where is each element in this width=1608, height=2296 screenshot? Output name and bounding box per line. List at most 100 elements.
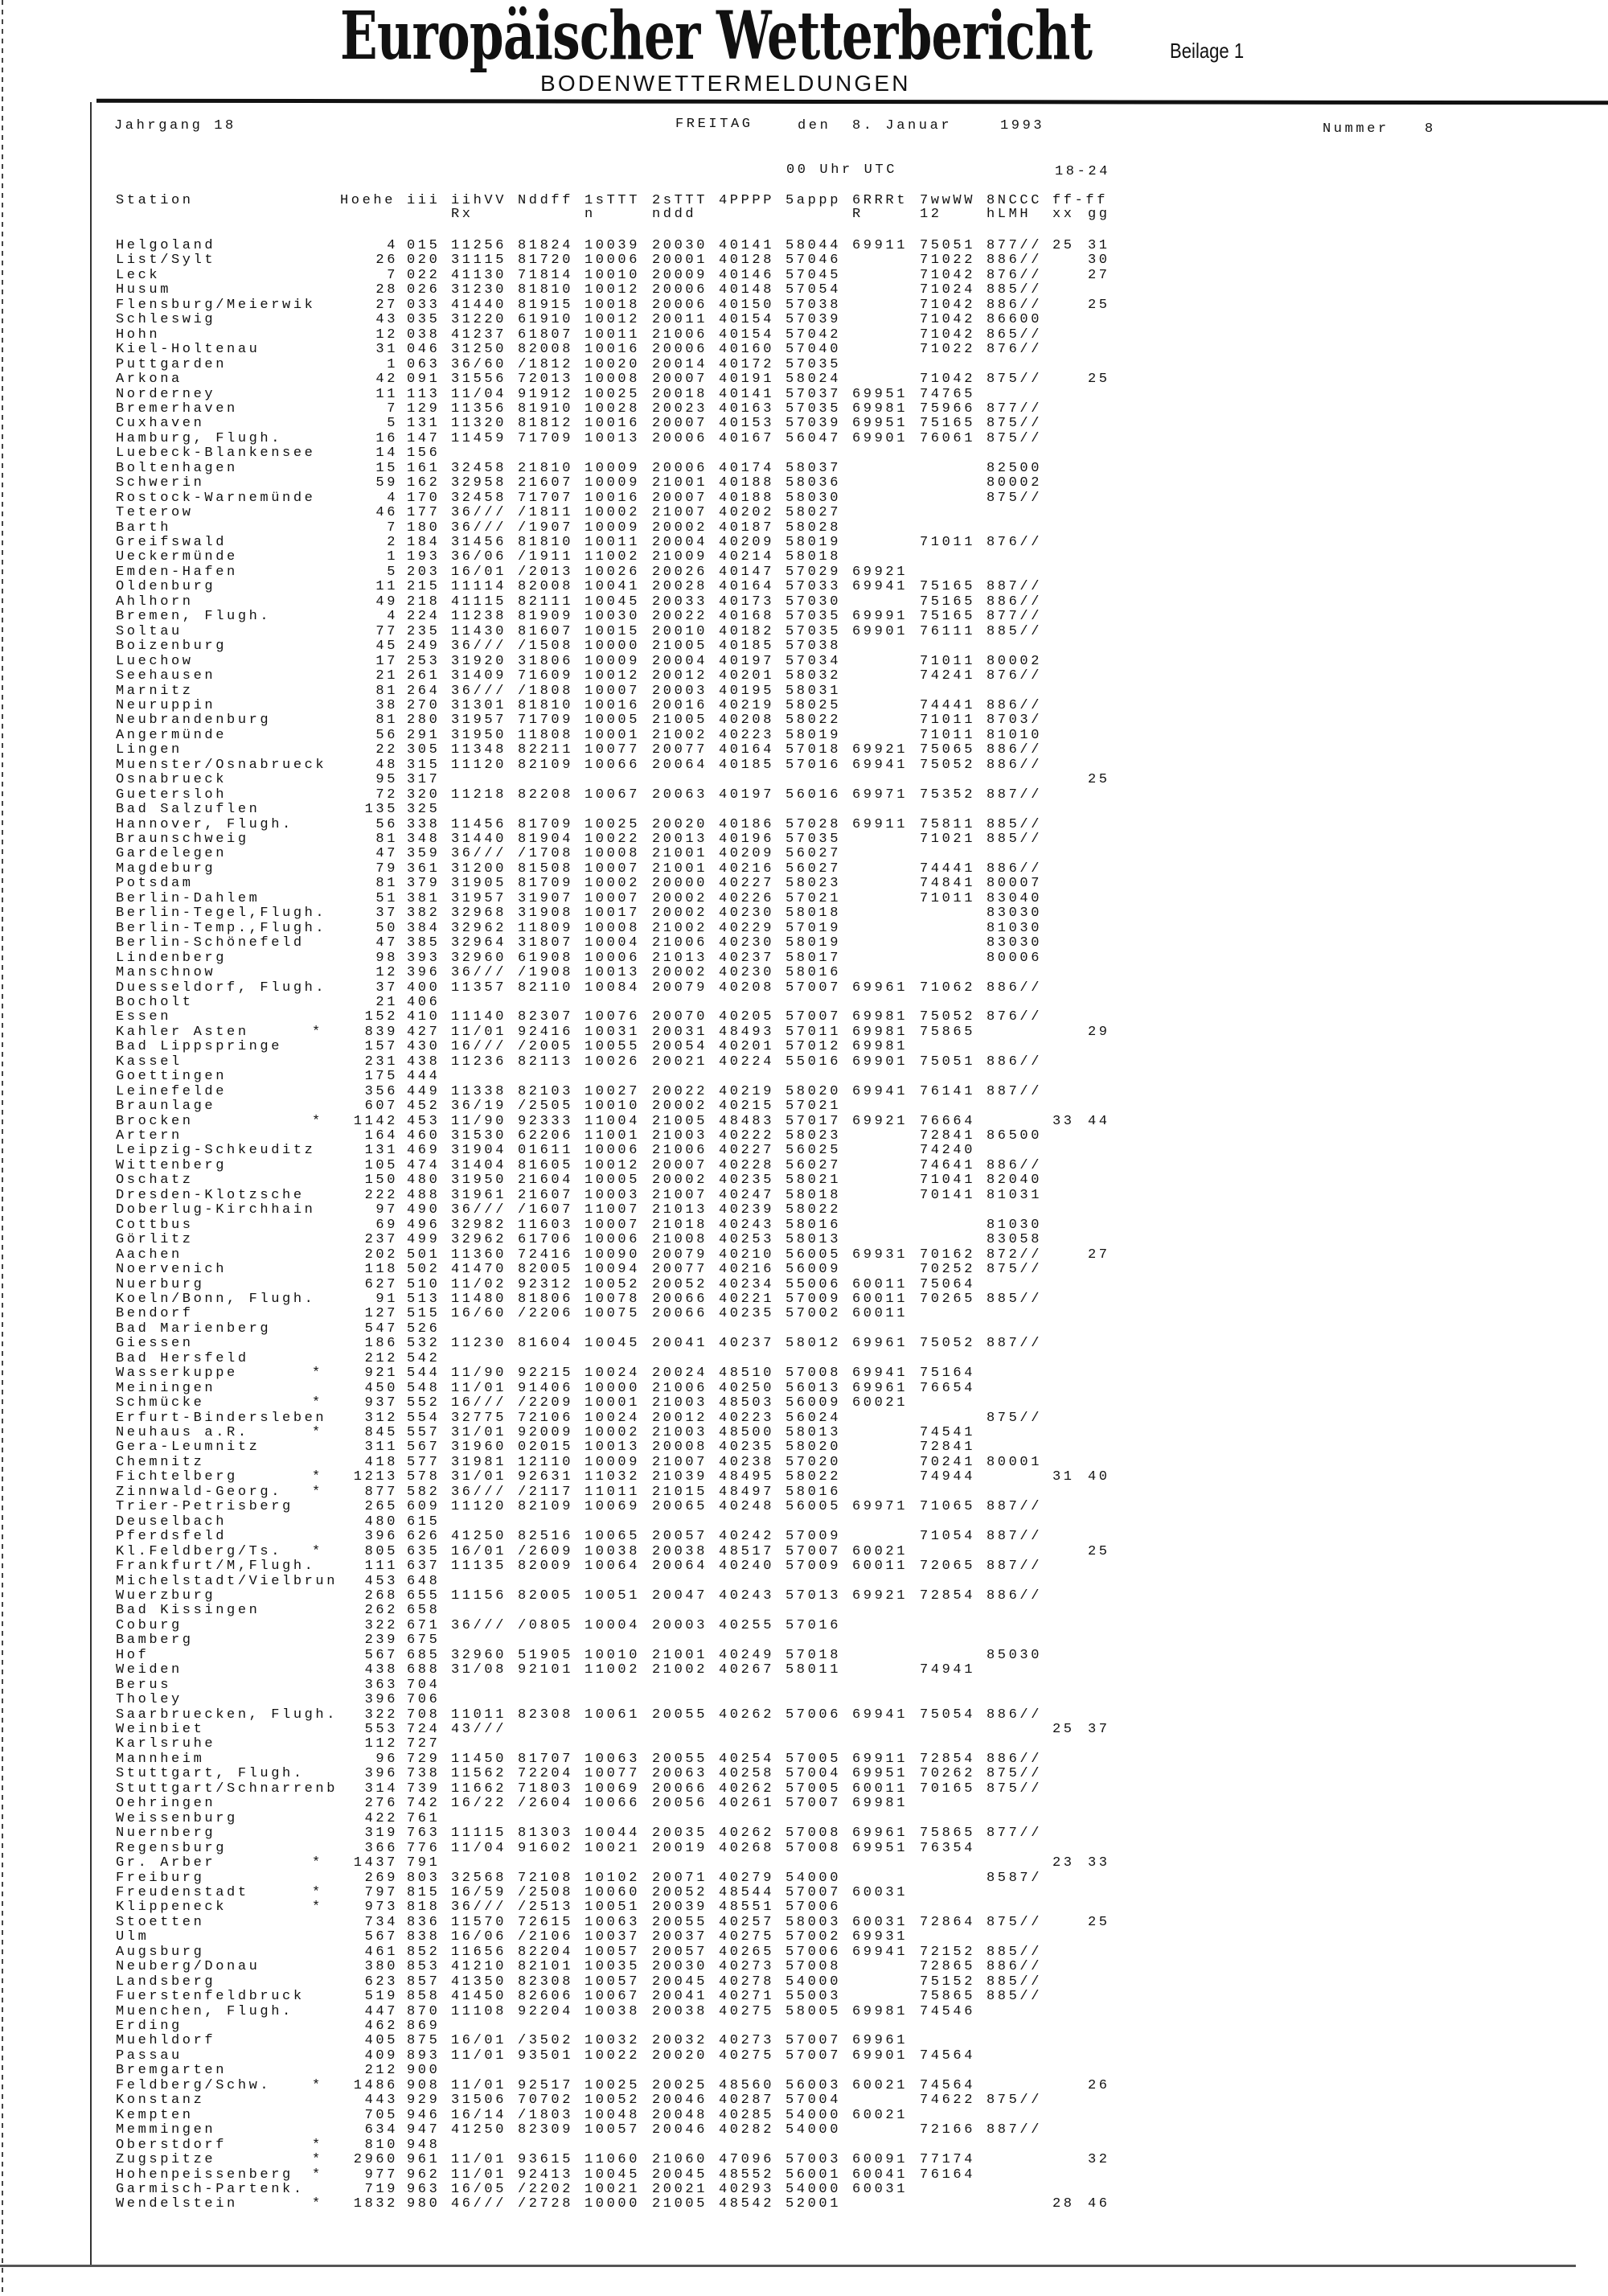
5appp-cell: 56009: [786, 1395, 842, 1411]
iihvv-cell: 11/01: [451, 2048, 507, 2064]
5appp-cell: 57034: [786, 653, 842, 669]
table-row: Puttgarden 1 063 36/60/1812 10020 20014 40172 5…: [0, 357, 1608, 372]
iihvv-cell: 31250: [451, 342, 507, 358]
nddff-cell: 92416: [518, 1024, 574, 1040]
2sttt-cell: 21002: [652, 727, 708, 743]
station-cell: Potsdam: [116, 876, 194, 892]
2sttt-cell: 20012: [652, 1410, 708, 1426]
nddff-cell: 31807: [518, 935, 574, 951]
hoehe-cell: 356: [364, 1083, 398, 1099]
ff-gg-cell: 33: [1088, 1855, 1110, 1871]
4pppp-cell: 40254: [719, 1751, 775, 1767]
hoehe-cell: 627: [364, 1276, 398, 1292]
iihvv-cell: 31301: [451, 697, 507, 713]
station-cell: Emden-Hafen: [116, 564, 238, 580]
table-row: Saarbruecken, Flugh. 322 708 11011 82308 1006…: [0, 1707, 1608, 1723]
nddff-cell: /2117: [518, 1484, 574, 1500]
5appp-cell: 58036: [786, 475, 842, 491]
4pppp-cell: 40188: [719, 490, 775, 506]
column-header-iihvv: iihVV: [451, 193, 507, 208]
5appp-cell: 56027: [786, 860, 842, 877]
hoehe-cell: 623: [364, 1974, 398, 1990]
2sttt-cell: 20077: [652, 1262, 708, 1278]
6rrrt-cell: 69901: [852, 623, 909, 639]
station-cell: Bad Salzuflen: [116, 802, 260, 818]
nddff-cell: 11809: [518, 920, 574, 936]
iii-cell: 359: [407, 846, 441, 862]
5appp-cell: 56003: [786, 2077, 842, 2093]
nddff-cell: /2513: [518, 1900, 574, 1916]
5appp-cell: 57018: [786, 1647, 842, 1663]
5appp-cell: 57003: [786, 2152, 842, 2168]
station-cell: Gera-Leumnitz: [116, 1440, 260, 1456]
7wwww-cell: 70165: [920, 1781, 976, 1797]
1sttt-cell: 10060: [585, 1884, 641, 1900]
1sttt-cell: 10018: [585, 297, 641, 313]
ff-gg-cell: 25: [1088, 1914, 1110, 1930]
station-cell: Augsburg: [116, 1944, 205, 1960]
iihvv-cell: 36///: [451, 1900, 507, 1916]
2sttt-cell: 20041: [652, 1336, 708, 1352]
7wwww-cell: 71042: [920, 267, 976, 283]
4pppp-cell: 40261: [719, 1796, 775, 1812]
table-row: Hof 567 685 32960 51905 10010 21001 40249 57018 8…: [0, 1647, 1608, 1663]
5appp-cell: 58003: [786, 1914, 842, 1930]
1sttt-cell: 10001: [585, 727, 641, 743]
2sttt-cell: 21003: [652, 1395, 708, 1411]
6rrrt-cell: 69931: [852, 1929, 909, 1945]
nddff-cell: 82005: [518, 1587, 574, 1604]
iihvv-cell: 36///: [451, 965, 507, 981]
nddff-cell: 12110: [518, 1454, 574, 1470]
hoehe-cell: 21: [375, 994, 398, 1010]
station-cell: Muenster/Osnabrueck: [116, 757, 327, 773]
table-row: Husum 28 026 31230 81810 10012 20006 40148 57054…: [0, 283, 1608, 298]
2sttt-cell: 21039: [652, 1469, 708, 1485]
table-row: Leck 7 022 41130 71814 10010 20009 40146 57045 71…: [0, 267, 1608, 283]
5appp-cell: 58030: [786, 490, 842, 506]
iihvv-cell: 31409: [451, 668, 507, 684]
nddff-cell: 92312: [518, 1276, 574, 1292]
2sttt-cell: 20011: [652, 312, 708, 328]
station-cell: Karlsruhe: [116, 1736, 216, 1752]
8nccc-cell: 886//: [987, 594, 1043, 610]
1sttt-cell: 10000: [585, 639, 641, 655]
4pppp-cell: 40173: [719, 594, 775, 610]
hoehe-cell: 839: [364, 1024, 398, 1040]
table-row: Bamberg 239 675: [0, 1633, 1608, 1648]
iihvv-cell: 31115: [451, 253, 507, 269]
table-row: Fichtelberg * 1213 578 31/01 92631 11032 21039 4…: [0, 1470, 1608, 1485]
1sttt-cell: 10041: [585, 579, 641, 595]
8nccc-cell: 80002: [987, 653, 1043, 669]
hoehe-cell: 72: [375, 787, 398, 803]
iii-cell: 742: [407, 1796, 441, 1812]
1sttt-cell: 10090: [585, 1247, 641, 1263]
8nccc-cell: 875//: [987, 372, 1043, 388]
nddff-cell: /1508: [518, 639, 574, 655]
hoehe-cell: 59: [375, 475, 398, 491]
4pppp-cell: 40208: [719, 713, 775, 729]
station-cell: Nuerburg: [116, 1276, 205, 1292]
station-cell: List/Sylt: [116, 253, 216, 269]
table-row: Deuselbach 480 615: [0, 1514, 1608, 1530]
2sttt-cell: 20030: [652, 238, 708, 253]
2sttt-cell: 21007: [652, 1187, 708, 1203]
nddff-cell: 81508: [518, 860, 574, 877]
iii-cell: 361: [407, 860, 441, 877]
nddff-cell: /2209: [518, 1395, 574, 1411]
nddff-cell: 21607: [518, 1187, 574, 1203]
1sttt-cell: 10021: [585, 2181, 641, 2197]
5appp-cell: 58018: [786, 549, 842, 565]
hoehe-cell: 81: [375, 713, 398, 729]
1sttt-cell: 10075: [585, 1306, 641, 1322]
2sttt-cell: 20041: [652, 1989, 708, 2005]
station-cell: Berlin-Dahlem: [116, 890, 260, 906]
ff-gg-cell: 37: [1088, 1722, 1110, 1737]
iii-cell: 033: [407, 297, 441, 313]
hoehe-cell: 380: [364, 1959, 398, 1975]
iihvv-cell: 46///: [451, 2196, 507, 2212]
table-row: Meiningen 450 548 11/01 91406 10000 21006 40250…: [0, 1381, 1608, 1396]
station-cell: Oehringen: [116, 1796, 216, 1812]
4pppp-cell: 40141: [719, 386, 775, 402]
8nccc-cell: 886//: [987, 1157, 1043, 1173]
6rrrt-cell: 69981: [852, 2003, 909, 2019]
